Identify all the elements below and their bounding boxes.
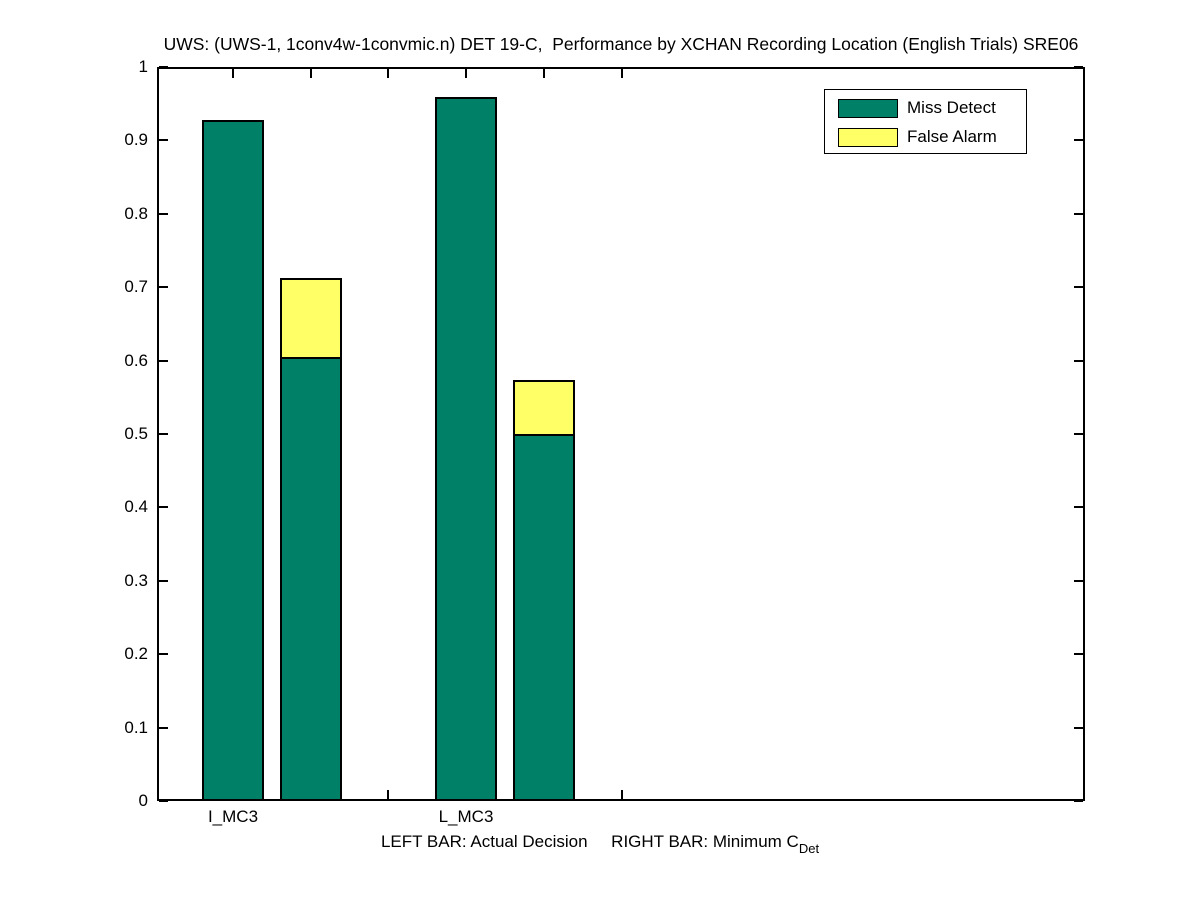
y-axis-tick-label: 0.9	[124, 130, 148, 149]
legend: Miss Detect False Alarm	[824, 89, 1027, 154]
y-axis-right-tick	[1074, 580, 1083, 582]
y-axis-left-tick	[159, 360, 168, 362]
y-axis-left-tick	[159, 66, 168, 68]
x-axis-top-tick	[387, 69, 389, 78]
x-axis-top-tick	[465, 69, 467, 78]
false-alarm-swatch	[838, 128, 898, 147]
y-axis-right-tick	[1074, 286, 1083, 288]
legend-label-miss-detect: Miss Detect	[907, 98, 996, 117]
miss-detect-swatch	[838, 99, 898, 118]
y-axis-right-tick	[1074, 433, 1083, 435]
legend-label-false-alarm: False Alarm	[907, 127, 997, 146]
bar-segment-miss-detect-minimum	[280, 357, 342, 801]
y-axis-left-tick	[159, 653, 168, 655]
bar-segment-miss-detect-minimum	[513, 434, 575, 801]
y-axis-left-tick	[159, 213, 168, 215]
bar-segment-miss-detect-actual	[202, 120, 264, 801]
x-axis-label: LEFT BAR: Actual Decision RIGHT BAR: Min…	[381, 832, 819, 856]
x-axis-bottom-tick	[387, 790, 389, 799]
y-axis-tick-label: 0.7	[124, 277, 148, 296]
y-axis-left-tick	[159, 139, 168, 141]
x-axis-category-label: I_MC3	[207, 807, 259, 826]
y-axis-right-tick	[1074, 213, 1083, 215]
xlabel-left-bar-text: LEFT BAR: Actual Decision	[380, 832, 588, 851]
xlabel-subscript: Det	[798, 841, 820, 856]
x-axis-top-tick	[543, 69, 545, 78]
y-axis-right-tick	[1074, 506, 1083, 508]
y-axis-right-tick	[1074, 653, 1083, 655]
x-axis-bottom-tick	[621, 790, 623, 799]
y-axis-tick-label: 0.8	[124, 204, 148, 223]
xlabel-right-bar-text: RIGHT BAR: Minimum C	[611, 832, 799, 851]
y-axis-right-tick	[1074, 727, 1083, 729]
chart-title: UWS: (UWS-1, 1conv4w-1convmic.n) DET 19-…	[163, 34, 1079, 54]
x-axis-top-tick	[621, 69, 623, 78]
y-axis-left-tick	[159, 506, 168, 508]
xlabel-gap	[588, 832, 612, 851]
bar-segment-miss-detect-actual	[435, 97, 497, 801]
y-axis-right-tick	[1074, 139, 1083, 141]
y-axis-right-tick	[1074, 360, 1083, 362]
y-axis-tick-label: 0.3	[124, 571, 148, 590]
y-axis-left-tick	[159, 800, 168, 802]
x-axis-category-label: L_MC3	[438, 807, 494, 826]
x-axis-top-tick	[310, 69, 312, 78]
x-axis-top-tick	[232, 69, 234, 78]
y-axis-right-tick	[1074, 800, 1083, 802]
bar-segment-false-alarm-minimum	[513, 380, 575, 436]
y-axis-left-tick	[159, 727, 168, 729]
y-axis-left-tick	[159, 286, 168, 288]
y-axis-right-tick	[1074, 66, 1083, 68]
y-axis-tick-label: 0.5	[124, 424, 148, 443]
y-axis-left-tick	[159, 580, 168, 582]
y-axis-tick-label: 0	[138, 791, 148, 810]
y-axis-left-tick	[159, 433, 168, 435]
y-axis-tick-label: 1	[138, 57, 148, 76]
y-axis-tick-label: 0.6	[124, 351, 148, 370]
y-axis-tick-label: 0.4	[124, 497, 148, 516]
y-axis-tick-label: 0.2	[124, 644, 148, 663]
y-axis-tick-label: 0.1	[124, 718, 148, 737]
bar-segment-false-alarm-minimum	[280, 278, 342, 359]
